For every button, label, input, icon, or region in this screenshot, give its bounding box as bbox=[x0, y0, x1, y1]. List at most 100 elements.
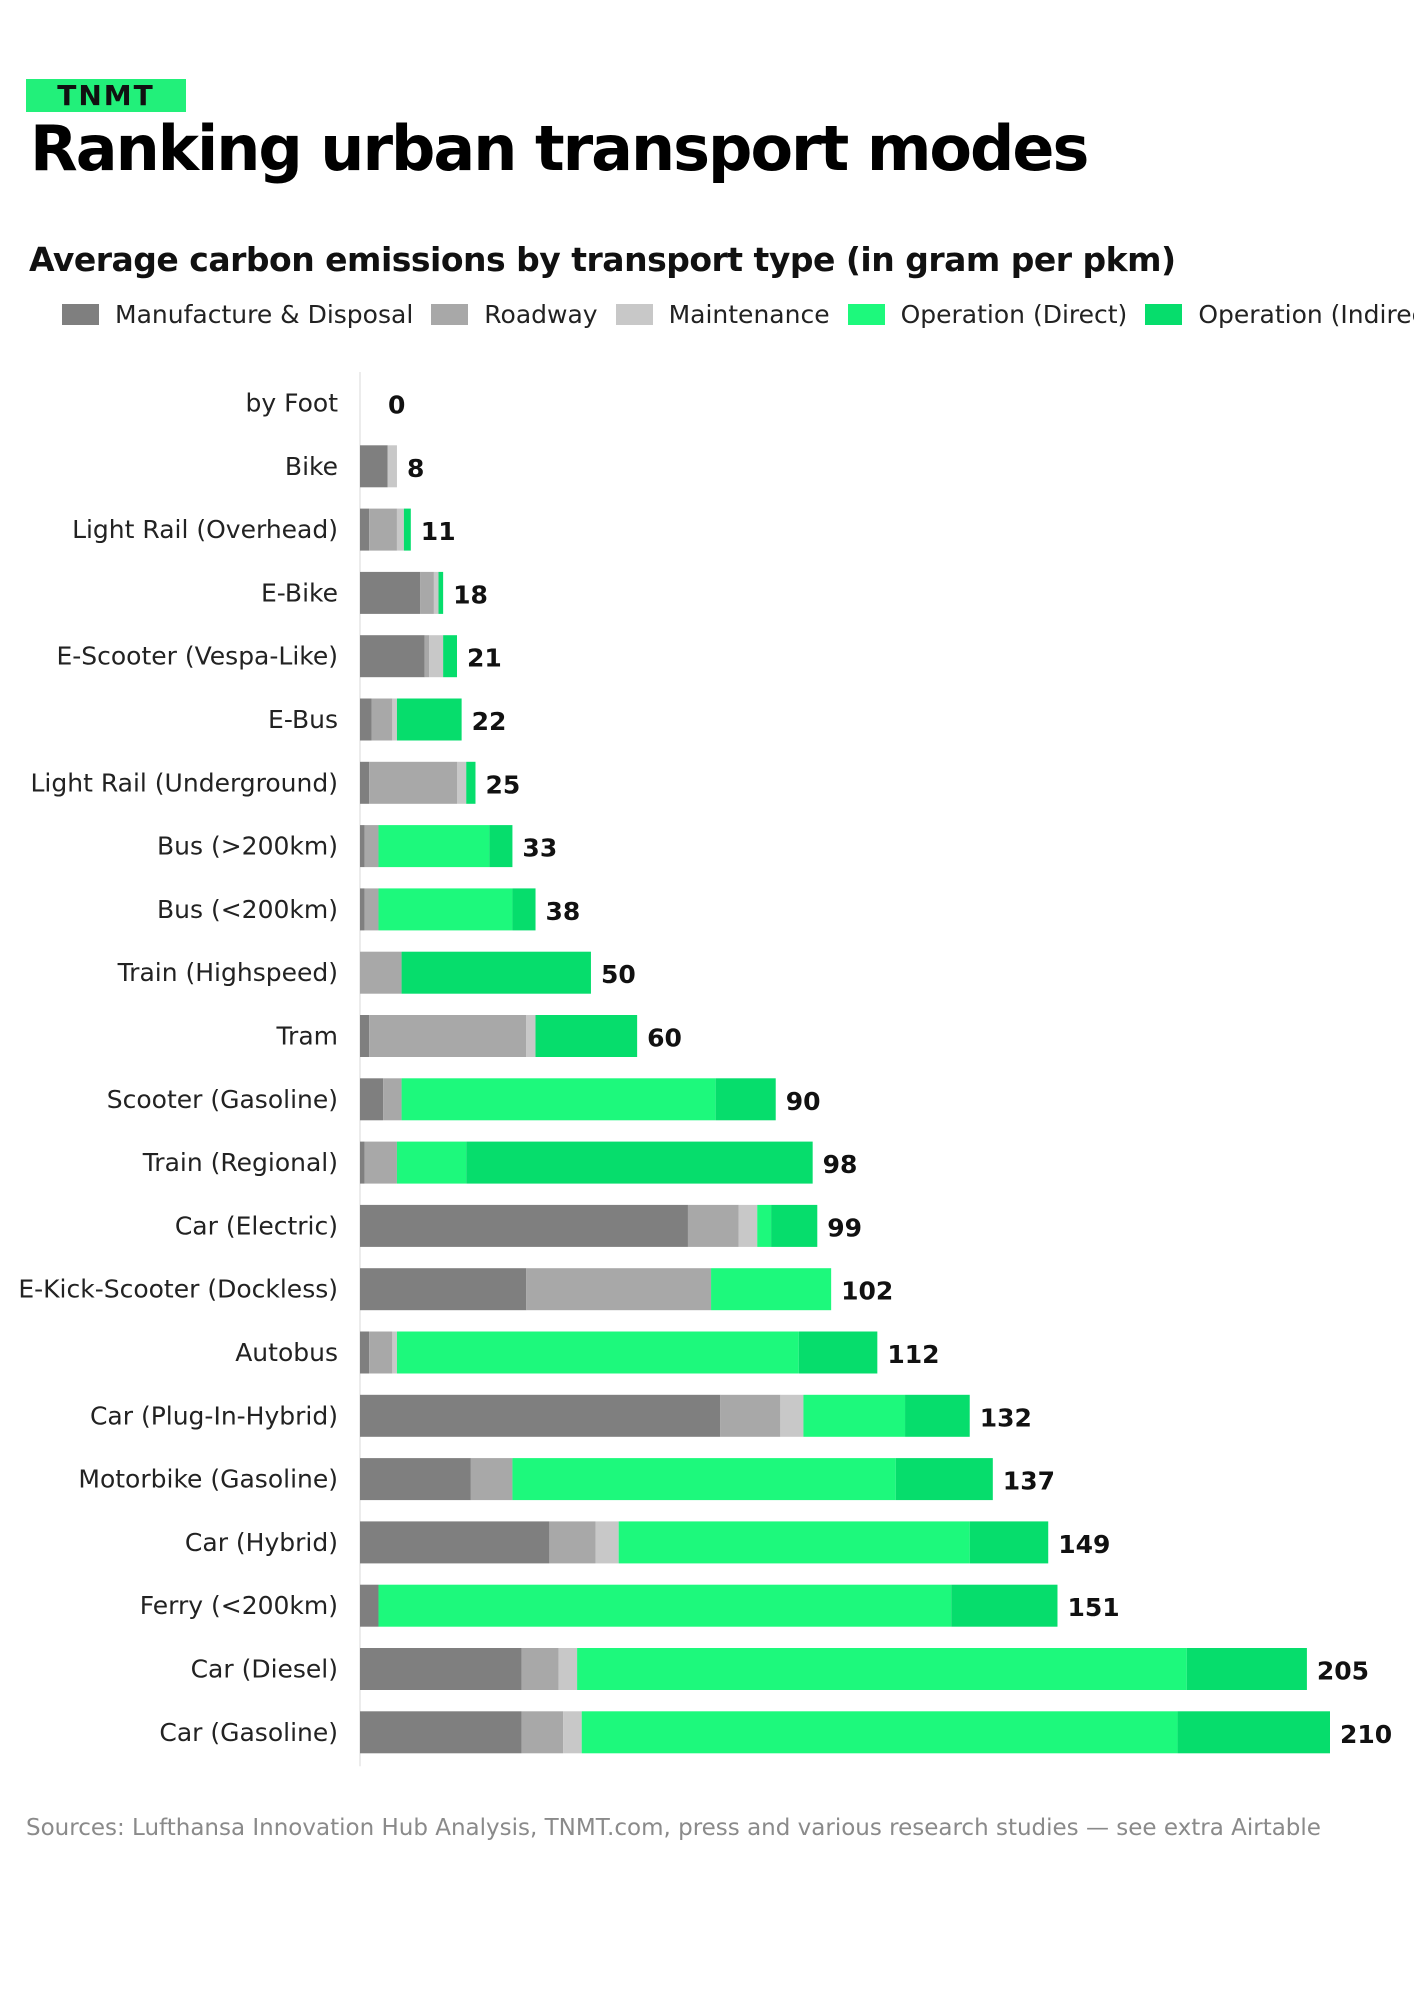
bar-segment bbox=[360, 888, 365, 931]
bar-segment bbox=[521, 1648, 559, 1690]
bar-segment bbox=[360, 761, 370, 804]
bar-segment bbox=[512, 888, 536, 931]
total-value-label: 33 bbox=[522, 834, 557, 863]
legend-label: Operation (Indirect) bbox=[1198, 300, 1414, 329]
category-label: Scooter (Gasoline) bbox=[107, 1085, 338, 1114]
bar-segment bbox=[563, 1711, 582, 1754]
bar-segment bbox=[387, 445, 397, 488]
bar-segment bbox=[360, 951, 402, 994]
total-value-label: 11 bbox=[421, 517, 456, 546]
bar-segment bbox=[457, 761, 467, 804]
legend-label: Roadway bbox=[484, 300, 598, 329]
bar-segment bbox=[378, 825, 490, 868]
source-note: Sources: Lufthansa Innovation Hub Analys… bbox=[26, 1815, 1321, 1841]
bar-segment bbox=[489, 825, 513, 868]
total-value-label: 151 bbox=[1067, 1593, 1119, 1622]
bar-segment bbox=[526, 1268, 712, 1311]
total-value-label: 60 bbox=[647, 1024, 682, 1053]
category-label: E-Scooter (Vespa-Like) bbox=[56, 642, 338, 671]
bar-segment bbox=[433, 571, 439, 614]
bar-segment bbox=[720, 1394, 781, 1437]
bar-segment bbox=[360, 445, 388, 488]
bar-segment bbox=[535, 1015, 638, 1057]
bar-segment bbox=[403, 508, 411, 551]
bar-segment bbox=[364, 1141, 397, 1184]
total-value-label: 98 bbox=[823, 1150, 858, 1179]
total-value-label: 99 bbox=[827, 1213, 862, 1242]
legend-swatch bbox=[1145, 304, 1183, 325]
category-label: Bus (<200km) bbox=[157, 895, 338, 924]
bar-segment bbox=[369, 1331, 393, 1374]
legend-swatch bbox=[615, 304, 653, 325]
bar-segment bbox=[687, 1204, 739, 1247]
total-value-label: 38 bbox=[546, 897, 581, 926]
bar-segment bbox=[424, 635, 430, 678]
total-value-label: 22 bbox=[472, 707, 507, 736]
bar-segment bbox=[396, 1331, 799, 1374]
page-title: Ranking urban transport modes bbox=[30, 112, 1089, 185]
bar-segment bbox=[360, 635, 425, 678]
total-value-label: 102 bbox=[841, 1277, 893, 1306]
total-value-label: 132 bbox=[980, 1403, 1032, 1432]
bar-segment bbox=[420, 571, 434, 614]
bar-segment bbox=[803, 1394, 906, 1437]
bar-segment bbox=[360, 1078, 384, 1121]
bar-segment bbox=[360, 1711, 522, 1754]
total-value-label: 50 bbox=[601, 960, 636, 989]
bar-segment bbox=[951, 1584, 1058, 1627]
bar-segment bbox=[360, 1141, 365, 1184]
category-label: Car (Electric) bbox=[175, 1211, 338, 1240]
bar-segment bbox=[369, 508, 397, 551]
category-label: E-Bike bbox=[261, 578, 338, 607]
bar-segment bbox=[369, 761, 457, 804]
bar-segment bbox=[360, 1458, 471, 1501]
bar-segment bbox=[558, 1648, 578, 1690]
bar-segment bbox=[577, 1648, 1187, 1690]
bar-segment bbox=[715, 1078, 776, 1121]
total-value-label: 149 bbox=[1058, 1530, 1110, 1559]
legend-swatch bbox=[431, 304, 469, 325]
category-label: Car (Diesel) bbox=[191, 1655, 338, 1684]
bar-segment bbox=[969, 1521, 1049, 1564]
bar-segment bbox=[429, 635, 444, 678]
logo-text: TNMT bbox=[57, 78, 155, 112]
bar-segment bbox=[618, 1521, 970, 1564]
bar-segment bbox=[371, 698, 393, 741]
bar-segment bbox=[392, 698, 397, 741]
bar-segment bbox=[360, 1331, 370, 1374]
category-label: Car (Gasoline) bbox=[159, 1718, 338, 1747]
bar-segment bbox=[360, 1521, 550, 1564]
bar-segment bbox=[360, 1584, 379, 1627]
category-label: Autobus bbox=[235, 1338, 338, 1367]
bar-segment bbox=[895, 1458, 993, 1501]
bar-segment bbox=[780, 1394, 804, 1437]
bar-segment bbox=[470, 1458, 513, 1501]
bar-segment bbox=[738, 1204, 758, 1247]
tnmt-logo: TNMT bbox=[26, 79, 186, 112]
bar-segment bbox=[378, 888, 513, 931]
bar-segment bbox=[378, 1584, 952, 1627]
bar-segment bbox=[521, 1711, 564, 1754]
bar-segment bbox=[364, 888, 379, 931]
total-value-label: 112 bbox=[887, 1340, 939, 1369]
legend-swatch bbox=[847, 304, 885, 325]
category-label: E-Kick-Scooter (Dockless) bbox=[18, 1275, 338, 1304]
category-label: Train (Highspeed) bbox=[117, 958, 338, 987]
bar-segment bbox=[396, 1141, 467, 1184]
total-value-label: 205 bbox=[1317, 1657, 1369, 1686]
category-label: Ferry (<200km) bbox=[140, 1591, 338, 1620]
bar-segment bbox=[360, 698, 372, 741]
bar-segment bbox=[401, 951, 591, 994]
bar-segment bbox=[360, 571, 421, 614]
bar-segment bbox=[1177, 1711, 1330, 1754]
bar-segment bbox=[711, 1268, 832, 1311]
category-label: Car (Hybrid) bbox=[185, 1528, 338, 1557]
bar-segment bbox=[466, 761, 476, 804]
bar-segment bbox=[396, 508, 404, 551]
category-label: Motorbike (Gasoline) bbox=[78, 1465, 338, 1494]
bar-segment bbox=[401, 1078, 716, 1121]
legend-label: Operation (Direct) bbox=[900, 300, 1128, 329]
category-label: by Foot bbox=[246, 389, 339, 418]
category-label: Train (Regional) bbox=[142, 1148, 338, 1177]
bar-segment bbox=[396, 698, 462, 741]
